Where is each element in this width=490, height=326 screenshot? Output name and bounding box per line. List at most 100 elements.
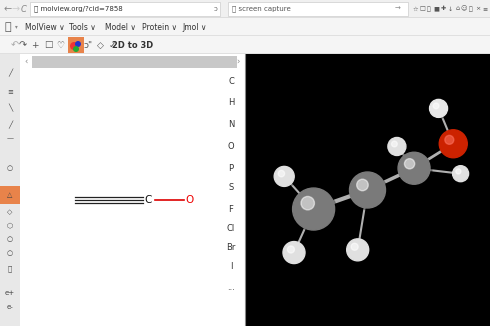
Circle shape bbox=[351, 243, 358, 250]
Bar bbox=[0, 0, 490, 18]
Text: ↄ: ↄ bbox=[213, 6, 217, 12]
Text: ✚: ✚ bbox=[441, 7, 445, 11]
Text: ⌂: ⌂ bbox=[455, 7, 459, 11]
Circle shape bbox=[454, 167, 469, 183]
Text: Protein ∨: Protein ∨ bbox=[143, 22, 177, 32]
Text: ╲: ╲ bbox=[8, 104, 12, 112]
Text: ○: ○ bbox=[7, 250, 13, 256]
Circle shape bbox=[73, 46, 79, 52]
Circle shape bbox=[348, 240, 370, 262]
Text: —: — bbox=[6, 135, 14, 141]
Text: ⌕: ⌕ bbox=[5, 22, 11, 32]
Text: 2D to 3D: 2D to 3D bbox=[112, 40, 154, 50]
Text: ♡: ♡ bbox=[56, 40, 64, 50]
Text: ←: ← bbox=[4, 4, 12, 14]
Text: →: → bbox=[395, 6, 401, 12]
Bar bbox=[68, 37, 84, 53]
Circle shape bbox=[400, 154, 432, 186]
Circle shape bbox=[347, 239, 368, 261]
Text: P: P bbox=[228, 164, 234, 173]
Text: 🔴: 🔴 bbox=[469, 6, 473, 12]
Circle shape bbox=[441, 131, 469, 159]
Circle shape bbox=[398, 152, 430, 184]
Bar bbox=[32, 56, 237, 68]
Circle shape bbox=[389, 139, 407, 156]
Circle shape bbox=[349, 172, 386, 208]
Circle shape bbox=[430, 99, 447, 117]
Text: ↓: ↓ bbox=[447, 7, 453, 11]
Text: →: → bbox=[12, 4, 20, 14]
Circle shape bbox=[283, 242, 305, 263]
Text: N: N bbox=[228, 120, 234, 129]
Text: ✓: ✓ bbox=[108, 40, 116, 50]
Text: 🔍 screen capture: 🔍 screen capture bbox=[232, 6, 291, 12]
Circle shape bbox=[392, 141, 397, 147]
Bar bbox=[0, 53, 490, 54]
Text: H: H bbox=[228, 98, 234, 108]
Bar bbox=[0, 36, 490, 54]
Text: ...: ... bbox=[227, 283, 235, 292]
Circle shape bbox=[293, 188, 335, 230]
Circle shape bbox=[431, 100, 449, 118]
Text: ╱: ╱ bbox=[8, 69, 12, 77]
Circle shape bbox=[433, 103, 439, 109]
Bar bbox=[0, 54, 20, 326]
Text: ■: ■ bbox=[433, 7, 439, 11]
Text: ↄ": ↄ" bbox=[83, 40, 93, 50]
Text: ◇: ◇ bbox=[7, 209, 13, 215]
Circle shape bbox=[456, 169, 461, 174]
Text: □: □ bbox=[44, 40, 52, 50]
Text: ≡: ≡ bbox=[7, 89, 13, 95]
Circle shape bbox=[439, 130, 467, 158]
Text: O: O bbox=[185, 195, 193, 205]
Text: ×: × bbox=[475, 7, 481, 11]
Text: ☆: ☆ bbox=[412, 7, 418, 11]
Text: △: △ bbox=[7, 192, 13, 199]
Circle shape bbox=[445, 135, 454, 144]
Text: O: O bbox=[228, 142, 234, 151]
Circle shape bbox=[352, 174, 388, 210]
Bar bbox=[0, 18, 490, 36]
Text: ≡: ≡ bbox=[482, 7, 488, 11]
Circle shape bbox=[357, 179, 368, 191]
Text: Cl: Cl bbox=[227, 224, 235, 232]
Text: Model ∨: Model ∨ bbox=[104, 22, 136, 32]
Text: S: S bbox=[228, 183, 234, 192]
Bar bbox=[0, 17, 490, 18]
Bar bbox=[0, 54, 245, 326]
Circle shape bbox=[388, 138, 406, 156]
Text: ○: ○ bbox=[7, 236, 13, 242]
Bar bbox=[30, 2, 220, 16]
Bar bbox=[0, 35, 490, 36]
Text: □: □ bbox=[419, 7, 425, 11]
Text: C: C bbox=[145, 195, 152, 205]
Text: e-: e- bbox=[7, 304, 13, 310]
Text: ▾: ▾ bbox=[15, 24, 17, 29]
Text: ‹: ‹ bbox=[24, 57, 27, 67]
Circle shape bbox=[301, 197, 315, 210]
Text: C: C bbox=[228, 77, 234, 86]
Text: 🔒 molview.org/?cid=7858: 🔒 molview.org/?cid=7858 bbox=[34, 6, 123, 12]
Text: ◇: ◇ bbox=[97, 40, 103, 50]
Text: ○: ○ bbox=[7, 165, 13, 171]
Text: ☺: ☺ bbox=[461, 6, 467, 12]
Bar bbox=[245, 54, 490, 326]
Text: Tools ∨: Tools ∨ bbox=[69, 22, 96, 32]
Circle shape bbox=[275, 168, 295, 187]
Text: ╱: ╱ bbox=[8, 121, 12, 129]
Text: Jmol ∨: Jmol ∨ bbox=[183, 22, 207, 32]
Text: e+: e+ bbox=[5, 290, 15, 296]
Text: ›: › bbox=[237, 57, 240, 67]
Text: I: I bbox=[230, 262, 232, 271]
Circle shape bbox=[70, 42, 78, 50]
Text: Br: Br bbox=[226, 243, 236, 252]
Bar bbox=[0, 186, 20, 204]
Circle shape bbox=[278, 170, 285, 177]
Circle shape bbox=[453, 166, 468, 182]
Text: ⬡: ⬡ bbox=[7, 222, 13, 228]
Text: F: F bbox=[228, 204, 233, 214]
Text: 〜: 〜 bbox=[8, 266, 12, 272]
Text: +: + bbox=[31, 40, 39, 50]
Circle shape bbox=[274, 166, 294, 186]
Circle shape bbox=[404, 159, 415, 169]
